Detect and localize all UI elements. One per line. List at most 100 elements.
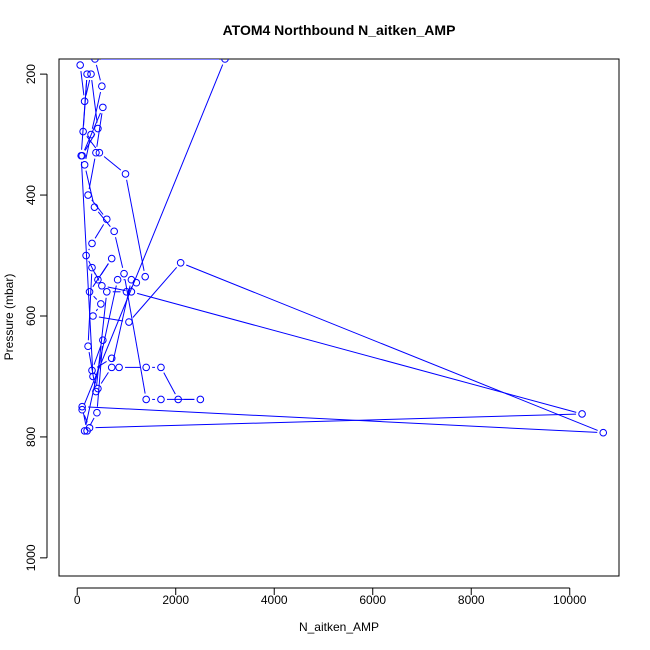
data-point bbox=[157, 363, 165, 372]
data-point bbox=[94, 124, 102, 133]
series-segment bbox=[88, 260, 96, 275]
series-segment bbox=[85, 140, 91, 160]
data-point bbox=[578, 410, 586, 418]
x-tick-label: 0 bbox=[74, 593, 81, 607]
data-point bbox=[99, 103, 107, 112]
series-segment bbox=[96, 346, 103, 407]
data-point bbox=[84, 191, 92, 199]
data-point bbox=[99, 336, 107, 344]
series-segment bbox=[81, 80, 88, 150]
data-point bbox=[83, 70, 91, 78]
data-point bbox=[107, 363, 116, 372]
series-segment bbox=[130, 286, 133, 289]
data-point bbox=[110, 227, 118, 236]
series-segment bbox=[100, 372, 109, 384]
x-tick-label: 6000 bbox=[359, 593, 386, 607]
data-point bbox=[102, 288, 111, 296]
data-point bbox=[82, 251, 90, 260]
data-point bbox=[78, 402, 86, 411]
y-tick-label: 800 bbox=[24, 427, 38, 447]
y-tick-label: 1000 bbox=[24, 544, 38, 571]
series-segment bbox=[163, 372, 176, 395]
series-segment bbox=[112, 285, 131, 362]
data-point bbox=[87, 70, 95, 78]
series-segment bbox=[88, 248, 90, 251]
series-segment bbox=[88, 158, 96, 190]
series-segment bbox=[93, 345, 102, 365]
data-point bbox=[88, 239, 96, 248]
y-axis-label: Pressure (mbar) bbox=[2, 274, 16, 361]
data-point bbox=[80, 161, 89, 169]
data-point bbox=[176, 258, 185, 267]
data-point bbox=[89, 372, 97, 381]
data-point bbox=[95, 148, 104, 157]
x-tick-label: 8000 bbox=[458, 593, 485, 607]
data-point bbox=[121, 170, 130, 178]
data-point bbox=[87, 130, 95, 139]
data-point bbox=[91, 59, 99, 63]
data-point bbox=[98, 82, 106, 91]
series-segment bbox=[107, 286, 126, 292]
series-segment bbox=[85, 170, 94, 202]
data-point bbox=[77, 151, 85, 160]
data-point bbox=[157, 395, 165, 404]
series-segment bbox=[92, 263, 109, 288]
series-segment bbox=[87, 273, 93, 341]
data-point bbox=[78, 405, 86, 414]
series-segment bbox=[132, 266, 178, 318]
data-point bbox=[127, 275, 136, 284]
x-axis-label: N_aitken_AMP bbox=[299, 620, 379, 634]
series-segment bbox=[95, 308, 99, 312]
series-segment bbox=[86, 136, 97, 149]
series-segment bbox=[82, 412, 87, 426]
data-point bbox=[76, 61, 84, 69]
data-point bbox=[102, 215, 111, 224]
series-segment bbox=[97, 211, 111, 227]
series-segment bbox=[124, 279, 146, 394]
data-point bbox=[97, 300, 105, 308]
series-segment bbox=[83, 64, 224, 405]
series-segment bbox=[91, 80, 98, 123]
x-tick-label: 10000 bbox=[553, 593, 587, 607]
data-point bbox=[88, 263, 96, 272]
data-point bbox=[115, 363, 123, 372]
data-point bbox=[89, 312, 97, 320]
data-point bbox=[141, 272, 149, 281]
data-point bbox=[142, 363, 150, 372]
series-segment bbox=[103, 156, 122, 171]
data-point bbox=[599, 428, 608, 437]
series-segment bbox=[93, 295, 98, 300]
data-point bbox=[79, 127, 87, 136]
data-point bbox=[122, 288, 131, 296]
data-point bbox=[174, 395, 182, 404]
series-segment bbox=[137, 292, 577, 413]
series-segment bbox=[85, 285, 117, 426]
data-point bbox=[107, 354, 116, 363]
data-point bbox=[196, 395, 205, 404]
y-tick-label: 600 bbox=[24, 306, 38, 326]
data-point bbox=[221, 59, 229, 63]
series-segment bbox=[95, 64, 101, 81]
series-segment bbox=[115, 237, 124, 268]
series-segment bbox=[80, 70, 85, 96]
data-point bbox=[142, 395, 150, 404]
data-point bbox=[94, 275, 102, 284]
y-tick-label: 200 bbox=[24, 64, 38, 84]
data-point bbox=[127, 288, 136, 296]
data-point bbox=[113, 275, 122, 284]
series-segment bbox=[95, 413, 577, 429]
y-tick-label: 400 bbox=[24, 185, 38, 205]
data-point bbox=[80, 97, 89, 106]
series-segment bbox=[88, 406, 598, 433]
y-axis: 200 400 600 800 1000 bbox=[24, 64, 48, 571]
plot-area bbox=[58, 58, 620, 577]
data-point bbox=[84, 342, 92, 351]
data-point bbox=[92, 148, 100, 157]
data-point bbox=[90, 203, 99, 211]
series-segment bbox=[126, 179, 145, 271]
data-point bbox=[98, 281, 106, 290]
data-point bbox=[107, 254, 116, 263]
series-segment bbox=[96, 113, 103, 147]
